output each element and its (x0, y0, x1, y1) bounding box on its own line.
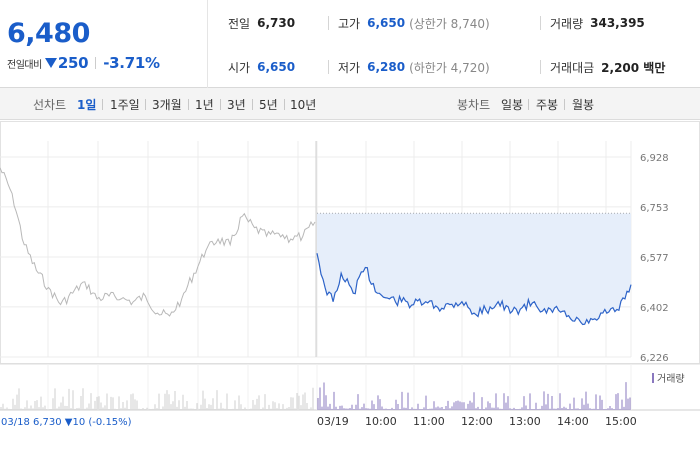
stat-high: 고가 6,650 (상한가 8,740) (338, 14, 490, 32)
x-tick-label: 13:00 (509, 415, 541, 428)
x-tick-label: 12:00 (461, 415, 493, 428)
line-chart-label: 선차트 (33, 98, 67, 112)
stat-volume: 거래량 343,395 (550, 14, 645, 32)
series-today-area (317, 213, 631, 325)
tab-10-years[interactable]: 10년 (290, 98, 317, 112)
tab-3-years[interactable]: 3년 (227, 98, 246, 112)
volume-legend-label: 거래량 (657, 373, 685, 385)
stat-value: 6,650 (367, 16, 406, 30)
x-tick-label: 03/19 (317, 415, 349, 428)
stat-value: 2,200 백만 (601, 60, 666, 75)
y-tick-label: 6,928 (640, 153, 669, 164)
quote-header: 6,480 전일대비 250 -3.71% 전일 6,730 고가 6,650 … (0, 0, 700, 88)
stat-divider (540, 16, 541, 30)
stat-prev-close: 전일 6,730 (228, 14, 295, 32)
stat-divider (540, 60, 541, 74)
volume-legend-swatch (652, 373, 654, 383)
intraday-chart: 6,928 6,753 6,577 6,402 6,226 거래량 03/19 10:00 11… (0, 121, 700, 450)
change-value: 250 (57, 54, 89, 72)
series-today-line (316, 253, 632, 326)
stat-label: 고가 (338, 16, 361, 31)
current-price: 6,480 (7, 18, 90, 49)
price-panel: 6,480 전일대비 250 -3.71% (0, 0, 208, 88)
stat-value: 6,650 (257, 60, 296, 74)
y-tick-label: 6,226 (640, 353, 669, 364)
change-row: 전일대비 250 -3.71% (7, 54, 160, 72)
stat-trade-amount: 거래대금 2,200 백만 (550, 58, 665, 76)
stat-sub: (상한가 8,740) (409, 16, 490, 31)
stat-label: 거래대금 (550, 60, 595, 75)
stat-label: 저가 (338, 60, 361, 75)
change-divider (95, 57, 97, 69)
tab-divider (188, 99, 189, 110)
tab-monthly-candle[interactable]: 월봉 (572, 98, 595, 112)
chart-svg: 6,928 6,753 6,577 6,402 6,226 거래량 03/19 10:00 11… (0, 121, 700, 428)
stat-sub: (하한가 4,720) (409, 60, 490, 75)
stat-value: 6,730 (257, 16, 296, 30)
tab-divider (528, 99, 529, 110)
y-tick-label: 6,577 (640, 253, 669, 264)
tab-1-day[interactable]: 1일 (77, 98, 97, 112)
stat-low: 저가 6,280 (하한가 4,720) (338, 58, 490, 76)
tab-divider (102, 99, 103, 110)
tab-1-year[interactable]: 1년 (195, 98, 214, 112)
down-arrow-icon (44, 58, 57, 68)
tab-weekly-candle[interactable]: 주봉 (536, 98, 559, 112)
tab-divider (284, 99, 285, 110)
tab-divider (145, 99, 146, 110)
x-tick-label: 15:00 (605, 415, 637, 428)
stat-divider (328, 60, 329, 74)
stat-open: 시가 6,650 (228, 58, 295, 76)
change-label: 전일대비 (7, 59, 42, 71)
tab-divider (564, 99, 565, 110)
stat-label: 전일 (228, 16, 251, 31)
y-tick-label: 6,753 (640, 203, 669, 214)
stat-divider (328, 16, 329, 30)
tab-3-months[interactable]: 3개월 (152, 98, 182, 112)
stat-label: 거래량 (550, 16, 584, 31)
tab-divider (252, 99, 253, 110)
change-percent: -3.71% (103, 54, 160, 72)
x-tick-label: 10:00 (365, 415, 397, 428)
prev-day-footer: 03/18 6,730 ▼10 (-0.15%) (1, 417, 132, 428)
x-tick-label: 11:00 (413, 415, 445, 428)
stat-label: 시가 (228, 60, 251, 75)
tab-5-years[interactable]: 5년 (259, 98, 278, 112)
y-tick-label: 6,402 (640, 303, 669, 314)
tab-divider (220, 99, 221, 110)
tab-1-week[interactable]: 1주일 (110, 98, 140, 112)
stat-value: 6,280 (367, 60, 406, 74)
stat-value: 343,395 (590, 16, 645, 30)
x-tick-label: 14:00 (557, 415, 589, 428)
series-prev-day-line (0, 167, 316, 317)
tab-daily-candle[interactable]: 일봉 (501, 98, 524, 112)
candle-chart-label: 봉차트 (457, 98, 491, 112)
chart-tab-bar: 선차트 1일 1주일 3개월 1년 3년 5년 10년 봉차트 일봉 주봉 월봉 (0, 88, 700, 120)
